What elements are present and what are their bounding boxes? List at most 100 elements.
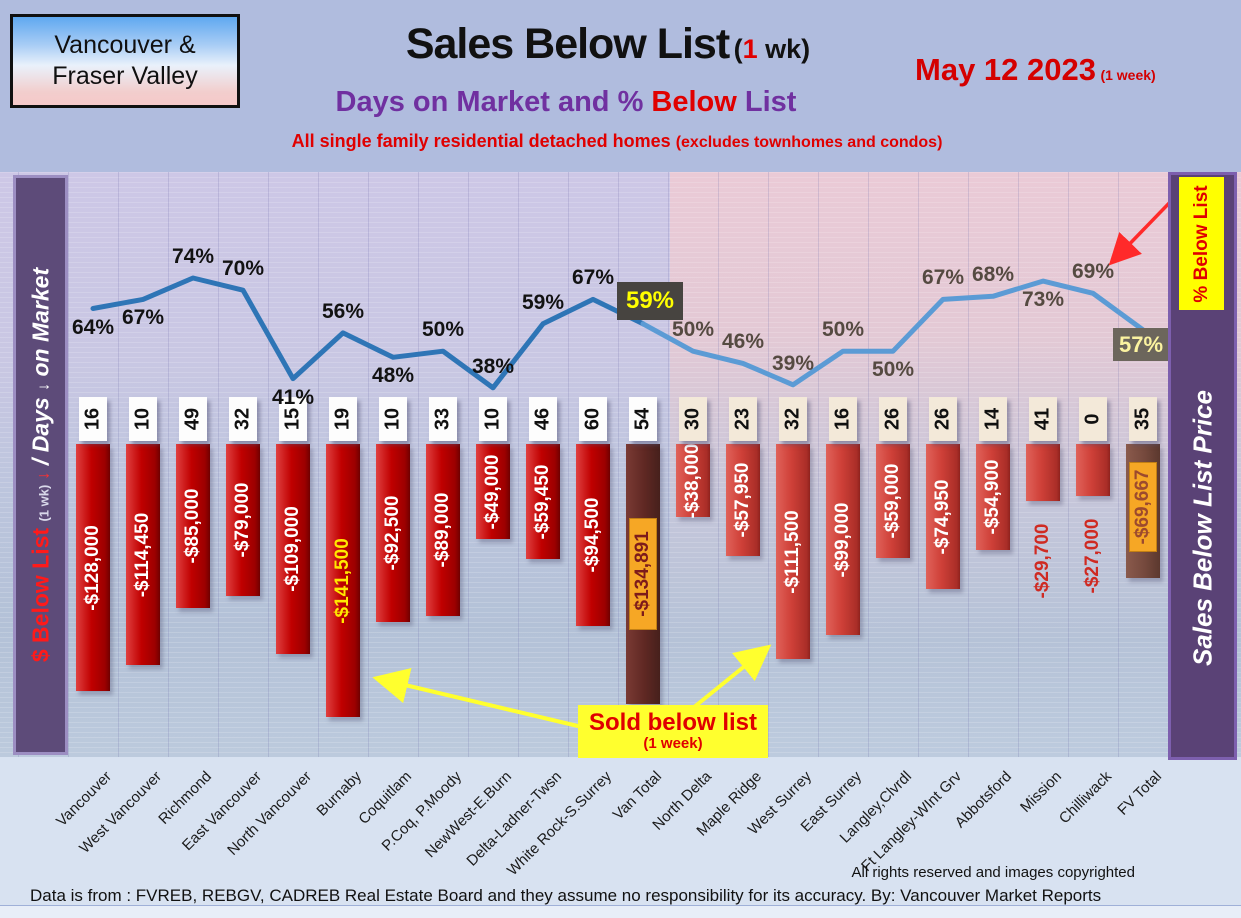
days-label-west-surrey: 32: [779, 397, 807, 441]
days-value: 32: [231, 407, 254, 431]
bar-value-label: -$99,000: [832, 501, 853, 578]
rights-notice: All rights reserved and images copyright…: [851, 864, 1135, 881]
days-label-east-surrey: 16: [829, 397, 857, 441]
bar-white-rock-s-surrey: -$94,500: [576, 444, 610, 626]
bar-value-label-outside: -$27,000: [1076, 498, 1110, 614]
bar-value-label: -$54,900: [982, 459, 1003, 535]
bar-fv-total: -$69,667: [1126, 444, 1160, 578]
total-value-label-box: -$69,667: [1129, 462, 1157, 552]
bar-value-label: -$59,450: [532, 463, 553, 540]
bar-value-label: -$59,000: [882, 463, 903, 539]
days-label-white-rock-s-surrey: 60: [579, 397, 607, 441]
days-label-east-vancouver: 32: [229, 397, 257, 441]
region-line-1: Vancouver &: [54, 30, 196, 59]
white-down-arrow-icon: ↓: [35, 382, 52, 391]
days-label-ft-langley-wint-grv: 26: [929, 397, 957, 441]
days-value: 15: [281, 407, 304, 431]
axis-label-area: [0, 757, 1241, 918]
left-banner-text: $ Below List (1 wk) ↓ / Days ↓ on Market: [27, 267, 53, 663]
title-paren: (1 wk): [733, 34, 811, 64]
bar-west-surrey: -$111,500: [776, 444, 810, 659]
date-sub: (1 week): [1100, 67, 1156, 83]
bar-van-total: -$134,891: [626, 444, 660, 704]
days-value: 35: [1131, 407, 1154, 431]
bar-value-label: -$27,000: [1082, 518, 1103, 594]
bar-north-delta: -$38,000: [676, 442, 710, 519]
title-main: Sales Below List: [405, 20, 730, 68]
days-value: 49: [181, 407, 204, 431]
days-value: 14: [981, 407, 1004, 431]
bar-coquitlam: -$92,500: [376, 444, 410, 622]
bar-value-label: -$141,500: [332, 537, 353, 624]
bar-value-label: -$109,000: [282, 506, 303, 592]
days-value: 10: [481, 407, 504, 431]
pct-label-east-surrey: 50%: [821, 318, 865, 342]
days-label-newwest-e-burn: 10: [479, 397, 507, 441]
report-date: May 12 2023 (1 week): [915, 52, 1241, 88]
days-label-west-vancouver: 10: [129, 397, 157, 441]
days-label-coquitlam: 10: [379, 397, 407, 441]
bar-value-label-outside: -$29,700: [1026, 503, 1060, 619]
days-label-fv-total: 35: [1129, 397, 1157, 441]
days-value: 60: [581, 407, 604, 431]
days-label-langley-clvrdl: 26: [879, 397, 907, 441]
bar-value-label: -$49,000: [482, 453, 503, 530]
days-label-north-vancouver: 15: [279, 397, 307, 441]
pct-label-delta-ladner-twsn: 59%: [521, 290, 565, 314]
days-value: 19: [331, 407, 354, 431]
page-subtitle: Days on Market and % Below List: [335, 86, 797, 118]
days-value: 10: [381, 407, 404, 431]
days-label-delta-ladner-twsn: 46: [529, 397, 557, 441]
pct-label-newwest-e-burn: 38%: [471, 354, 515, 378]
right-banner-title: Sales Below List Price: [1187, 389, 1217, 667]
days-value: 46: [531, 407, 554, 431]
days-label-chilliwack: 0: [1079, 397, 1107, 441]
pct-label-north-vancouver: 41%: [271, 385, 315, 409]
date-main: May 12 2023: [915, 52, 1096, 87]
bar-vancouver: -$128,000: [76, 444, 110, 691]
pct-below-list-flag: % Below List: [1179, 177, 1224, 310]
bar-newwest-e-burn: -$49,000: [476, 444, 510, 539]
pct-label-p-coq-p-moody: 50%: [421, 318, 465, 342]
pct-label-chilliwack: 69%: [1071, 260, 1115, 284]
region-line-2: Fraser Valley: [52, 62, 198, 90]
days-label-p-coq-p-moody: 33: [429, 397, 457, 441]
pct-label-abbotsford: 68%: [971, 263, 1015, 287]
days-value: 23: [731, 407, 754, 431]
bar-value-label: -$134,891: [632, 531, 653, 617]
days-label-north-delta: 30: [679, 397, 707, 441]
days-value: 32: [781, 407, 804, 431]
pct-label-north-delta: 50%: [671, 318, 715, 342]
bar-east-vancouver: -$79,000: [226, 444, 260, 596]
bar-value-label: -$38,000: [682, 442, 703, 519]
days-label-mission: 41: [1029, 397, 1057, 441]
pct-label-coquitlam: 48%: [371, 364, 415, 388]
bar-value-label: -$79,000: [232, 482, 253, 558]
bar-value-label: -$85,000: [182, 488, 203, 564]
bar-ft-langley-wint-grv: -$74,950: [926, 444, 960, 589]
bar-abbotsford: -$54,900: [976, 444, 1010, 550]
sold-below-list-callout: Sold below list (1 week): [578, 705, 768, 758]
pct-label-east-vancouver: 70%: [221, 257, 265, 281]
region-box: Vancouver & Fraser Valley: [10, 14, 240, 108]
bar-burnaby: -$141,500: [326, 444, 360, 717]
pct-label-mission: 73%: [1021, 288, 1065, 312]
bar-value-label: -$92,500: [382, 495, 403, 571]
bar-value-label: -$74,950: [932, 478, 953, 555]
page-tagline: All single family residential detached h…: [291, 131, 943, 151]
red-down-arrow-icon: ↓: [33, 471, 52, 485]
days-value: 10: [131, 407, 154, 431]
days-label-richmond: 49: [179, 397, 207, 441]
days-value: 54: [631, 407, 654, 431]
days-value: 41: [1031, 407, 1054, 431]
pct-label-ft-langley-wint-grv: 67%: [921, 266, 965, 290]
total-value-label-box: -$134,891: [629, 518, 657, 630]
bar-langley-clvrdl: -$59,000: [876, 444, 910, 558]
pct-highlight-van-total: 59%: [617, 281, 683, 320]
pct-label-west-surrey: 39%: [771, 351, 815, 375]
pct-highlight-fv-total: 57%: [1113, 327, 1169, 361]
days-value: 16: [81, 407, 104, 431]
pct-label-vancouver: 64%: [71, 315, 115, 339]
page-title: Sales Below List (1 wk): [288, 20, 928, 69]
